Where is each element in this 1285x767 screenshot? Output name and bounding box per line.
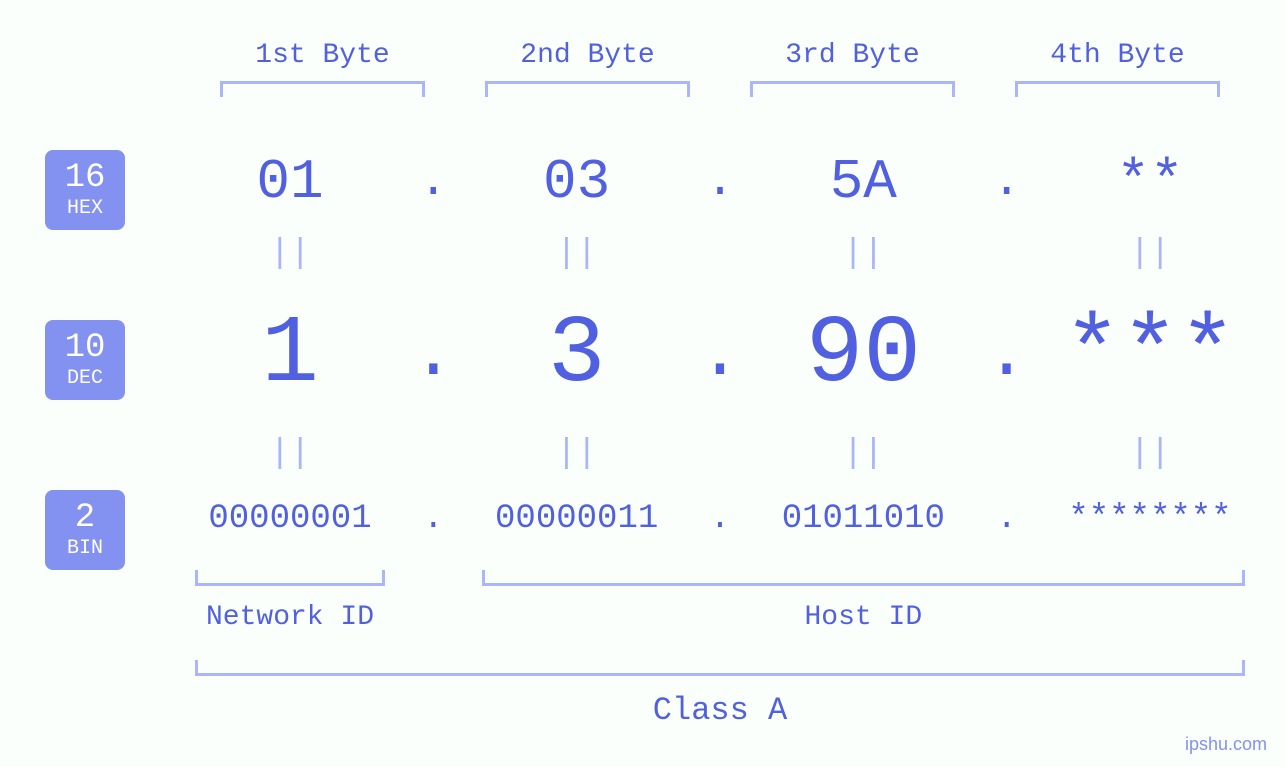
class-label: Class A [190,692,1250,729]
base-number: 2 [75,500,95,537]
dot-separator: . [677,314,764,396]
hex-row: 01 . 03 . 5A . ** [190,150,1250,214]
equals-symbol: || [763,235,963,273]
byte-header-label: 3rd Byte [720,40,985,71]
base-label: BIN [67,538,103,560]
byte-header-label: 1st Byte [190,40,455,71]
equals-symbol: || [190,435,390,473]
equals-symbol: || [1050,235,1250,273]
dot-separator: . [677,155,764,209]
base-number: 10 [65,330,106,367]
byte-header-label: 2nd Byte [455,40,720,71]
base-badge-bin: 2 BIN [45,490,125,570]
bottom-bracket [195,570,385,586]
hex-byte-4: ** [1050,150,1250,214]
byte-header-4: 4th Byte [985,40,1250,97]
class-bracket-wrap: Class A [190,660,1250,729]
equals-row-2: || || || || [190,435,1250,473]
byte-header-label: 4th Byte [985,40,1250,71]
class-bracket [195,660,1245,676]
watermark: ipshu.com [1185,734,1267,755]
bin-row: 00000001 . 00000011 . 01011010 . *******… [190,500,1250,538]
network-id-label: Network ID [190,602,390,633]
bottom-bracket [482,570,1245,586]
dec-byte-1: 1 [190,300,390,409]
network-host-brackets: Network ID Host ID [190,570,1250,633]
equals-symbol: || [477,435,677,473]
dot-separator: . [390,155,477,209]
dot-separator: . [390,314,477,396]
top-bracket [485,81,690,97]
dot-separator: . [677,500,764,538]
base-label: HEX [67,198,103,220]
byte-header-1: 1st Byte [190,40,455,97]
byte-header-row: 1st Byte 2nd Byte 3rd Byte 4th Byte [190,40,1250,97]
hex-byte-2: 03 [477,150,677,214]
top-bracket [1015,81,1220,97]
dot-separator: . [963,314,1050,396]
equals-symbol: || [190,235,390,273]
dot-separator: . [390,500,477,538]
equals-symbol: || [1050,435,1250,473]
dec-byte-2: 3 [477,300,677,409]
base-label: DEC [67,368,103,390]
bin-byte-2: 00000011 [477,500,677,538]
host-bracket-col: Host ID [477,570,1250,633]
base-number: 16 [65,160,106,197]
equals-symbol: || [763,435,963,473]
top-bracket [750,81,955,97]
bin-byte-3: 01011010 [763,500,963,538]
byte-header-2: 2nd Byte [455,40,720,97]
dot-separator: . [963,500,1050,538]
bin-byte-4: ******** [1050,500,1250,538]
byte-header-3: 3rd Byte [720,40,985,97]
top-bracket [220,81,425,97]
network-bracket-col: Network ID [190,570,390,633]
equals-row-1: || || || || [190,235,1250,273]
dot-separator: . [963,155,1050,209]
dec-byte-4: *** [1050,300,1250,409]
hex-byte-3: 5A [763,150,963,214]
bin-byte-1: 00000001 [190,500,390,538]
hex-byte-1: 01 [190,150,390,214]
base-badge-hex: 16 HEX [45,150,125,230]
base-badge-dec: 10 DEC [45,320,125,400]
equals-symbol: || [477,235,677,273]
dec-byte-3: 90 [763,300,963,409]
host-id-label: Host ID [477,602,1250,633]
dec-row: 1 . 3 . 90 . *** [190,300,1250,409]
